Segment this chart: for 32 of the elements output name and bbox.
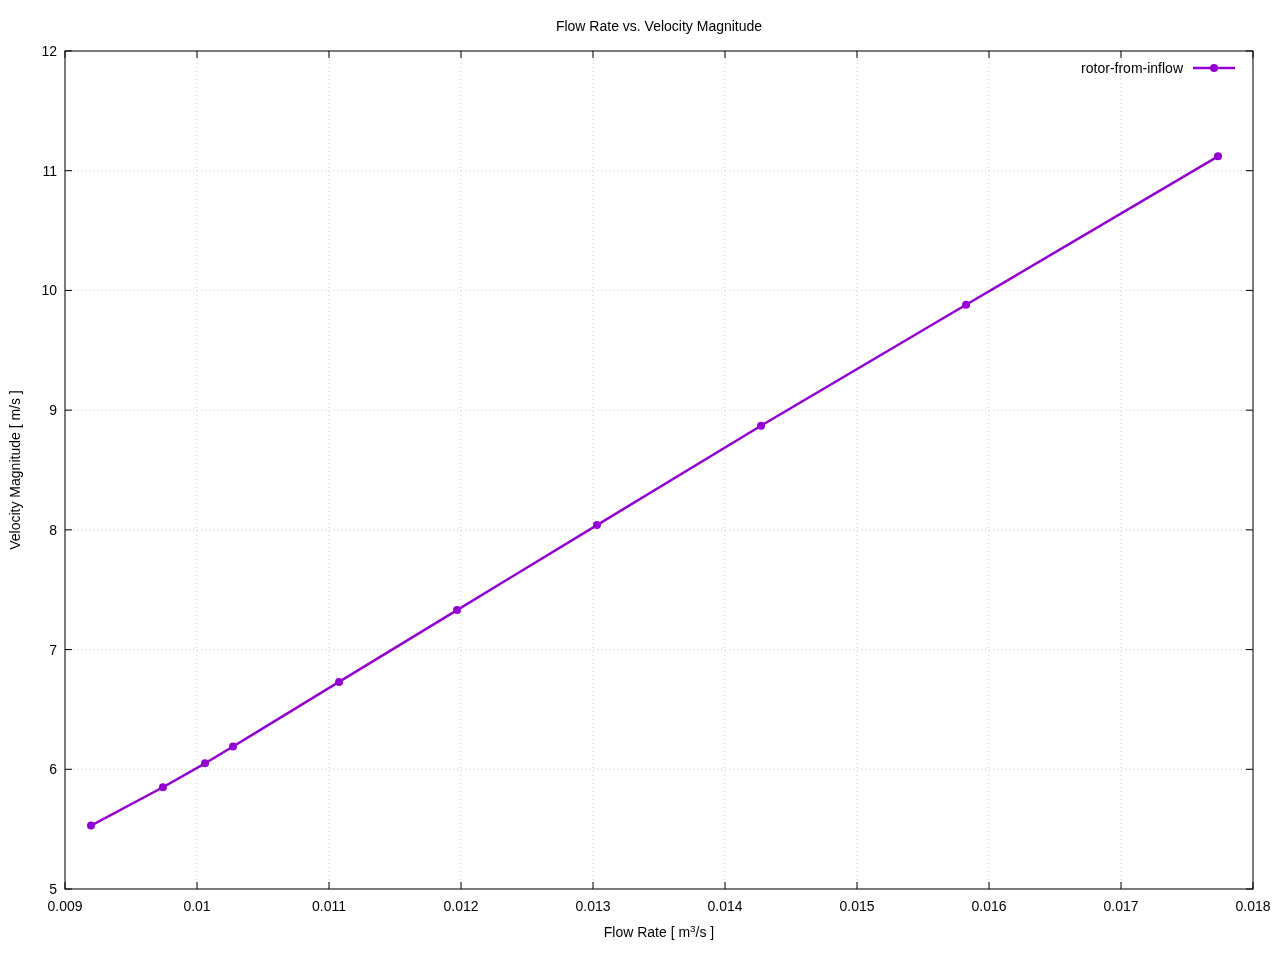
y-axis-title: Velocity Magnitude [ m/s ] [7,390,23,550]
y-tick-label: 12 [41,43,58,59]
point [229,742,238,751]
x-tick-label: 0.011 [312,898,347,914]
x-tick-label: 0.016 [971,898,1007,914]
point [1214,152,1223,161]
x-tick-label: 0.009 [47,898,83,914]
y-tick-label: 8 [49,521,58,538]
x-tick-label: 0.017 [1103,898,1139,914]
y-tick-label: 5 [49,881,58,897]
x-tick-label: 0.014 [707,898,743,914]
y-tick-label: 7 [49,641,58,658]
point [335,677,344,686]
x-axis-title: Flow Rate [ m$^{3}$/s ] [603,922,715,940]
y-tick-label: 10 [41,282,58,299]
point [453,606,462,615]
point [592,521,601,530]
x-tick-label: 0.018 [1235,898,1271,914]
legend-label: rotor-from-inflow [1081,60,1184,76]
y-tick-label: 6 [49,761,58,778]
y-tick-label: 11 [42,162,58,179]
point [158,783,167,792]
point [201,759,210,768]
x-tick-label: 0.013 [575,898,611,914]
x-tick-label: 0.015 [839,898,875,914]
chart-title: Flow Rate vs. Velocity Magnitude [555,18,763,34]
point [87,821,95,830]
point [757,421,766,430]
x-tick-label: 0.01 [183,898,211,914]
point [962,300,971,309]
x-tick-label: 0.012 [443,898,479,914]
y-tick-label: 9 [49,402,58,419]
